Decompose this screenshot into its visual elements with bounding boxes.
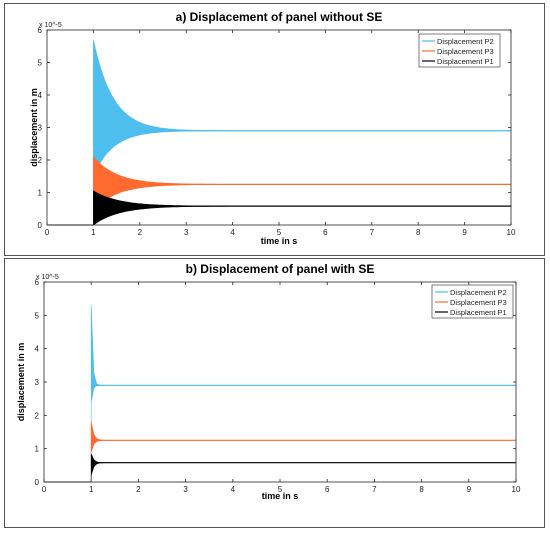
x-axis-label: time in s — [262, 491, 299, 501]
y-tick-label: 0 — [35, 478, 40, 487]
x-tick-label: 9 — [467, 485, 472, 494]
legend-entry: Displacement P1 — [450, 308, 507, 317]
x-tick-label: 3 — [183, 485, 188, 494]
x-tick-label: 4 — [230, 228, 235, 237]
x-tick-label: 6 — [323, 228, 328, 237]
chart-title: a) Displacement of panel without SE — [176, 10, 383, 24]
y-axis-label: displacement in m — [16, 343, 26, 422]
x-tick-label: 8 — [416, 228, 421, 237]
x-tick-label: 4 — [231, 485, 236, 494]
y-tick-label: 5 — [38, 59, 43, 68]
y-exponent-label: x 10^-5 — [39, 22, 62, 29]
chart-title: b) Displacement of panel with SE — [186, 262, 375, 276]
y-tick-label: 4 — [35, 345, 40, 354]
x-axis-label: time in s — [261, 236, 298, 246]
y-tick-label: 0 — [38, 221, 43, 230]
legend-entry: Displacement P1 — [437, 57, 494, 66]
x-tick-label: 0 — [42, 485, 47, 494]
x-tick-label: 1 — [91, 228, 96, 237]
y-tick-label: 6 — [38, 26, 43, 35]
y-tick-label: 1 — [35, 445, 40, 454]
y-tick-label: 3 — [35, 378, 40, 387]
y-exponent-label: x 10^-5 — [36, 274, 59, 281]
x-tick-label: 3 — [184, 228, 189, 237]
y-tick-label: 5 — [35, 311, 40, 320]
legend-entry: Displacement P3 — [450, 298, 507, 307]
series-ripple — [93, 191, 205, 225]
legend-entry: Displacement P2 — [437, 37, 494, 46]
x-tick-label: 5 — [277, 228, 282, 237]
legend-entry: Displacement P3 — [437, 47, 494, 56]
x-tick-label: 6 — [325, 485, 330, 494]
y-tick-label: 4 — [38, 91, 43, 100]
x-tick-label: 7 — [372, 485, 377, 494]
x-tick-label: 5 — [278, 485, 283, 494]
y-tick-label: 3 — [38, 124, 43, 133]
y-tick-label: 2 — [35, 411, 40, 420]
y-tick-label: 2 — [38, 156, 43, 165]
y-tick-label: 6 — [35, 278, 40, 287]
x-tick-label: 1 — [89, 485, 94, 494]
x-tick-label: 2 — [138, 228, 143, 237]
x-tick-label: 10 — [507, 228, 516, 237]
legend-entry: Displacement P2 — [450, 288, 507, 297]
y-tick-label: 1 — [38, 189, 43, 198]
x-tick-label: 10 — [512, 485, 521, 494]
x-tick-label: 7 — [370, 228, 375, 237]
x-tick-label: 8 — [419, 485, 424, 494]
x-tick-label: 9 — [462, 228, 467, 237]
x-tick-label: 2 — [136, 485, 141, 494]
y-axis-label: displacement in m — [29, 88, 39, 167]
x-tick-label: 0 — [45, 228, 50, 237]
